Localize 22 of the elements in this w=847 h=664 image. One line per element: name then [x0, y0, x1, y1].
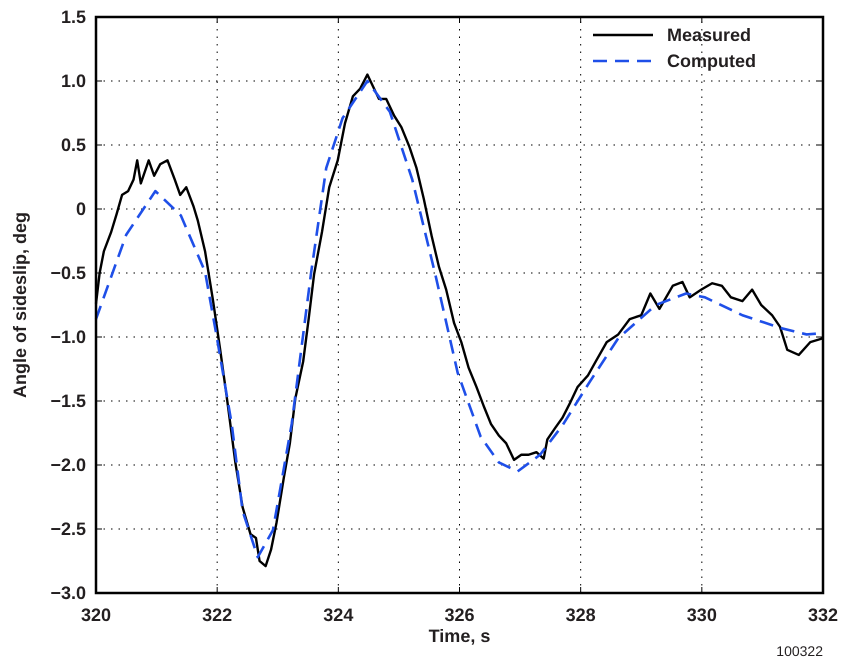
- y-tick-label: 0.5: [60, 135, 86, 155]
- x-axis-title: Time, s: [428, 626, 490, 646]
- y-tick-label: −0.5: [50, 263, 86, 283]
- y-tick-label: −1.5: [50, 391, 86, 411]
- y-axis-title: Angle of sideslip, deg: [10, 212, 30, 398]
- x-tick-label: 330: [686, 605, 717, 625]
- y-tick-label: 0: [76, 199, 86, 219]
- legend-label: Measured: [667, 25, 752, 45]
- legend-label: Computed: [667, 51, 756, 71]
- y-tick-label: −1.0: [50, 327, 86, 347]
- x-tick-label: 332: [808, 605, 838, 625]
- y-tick-label: 1.0: [60, 71, 86, 91]
- y-tick-label: −2.5: [50, 519, 86, 539]
- x-tick-label: 320: [80, 605, 112, 625]
- x-tick-label: 324: [323, 605, 354, 625]
- text: 100322: [776, 643, 824, 659]
- x-tick-label: 322: [202, 605, 232, 625]
- y-tick-label: 1.5: [60, 7, 86, 27]
- y-tick-label: −3.0: [50, 583, 86, 603]
- x-tick-label: 328: [566, 605, 596, 625]
- y-tick-label: −2.0: [50, 455, 86, 475]
- x-tick-label: 326: [444, 605, 475, 625]
